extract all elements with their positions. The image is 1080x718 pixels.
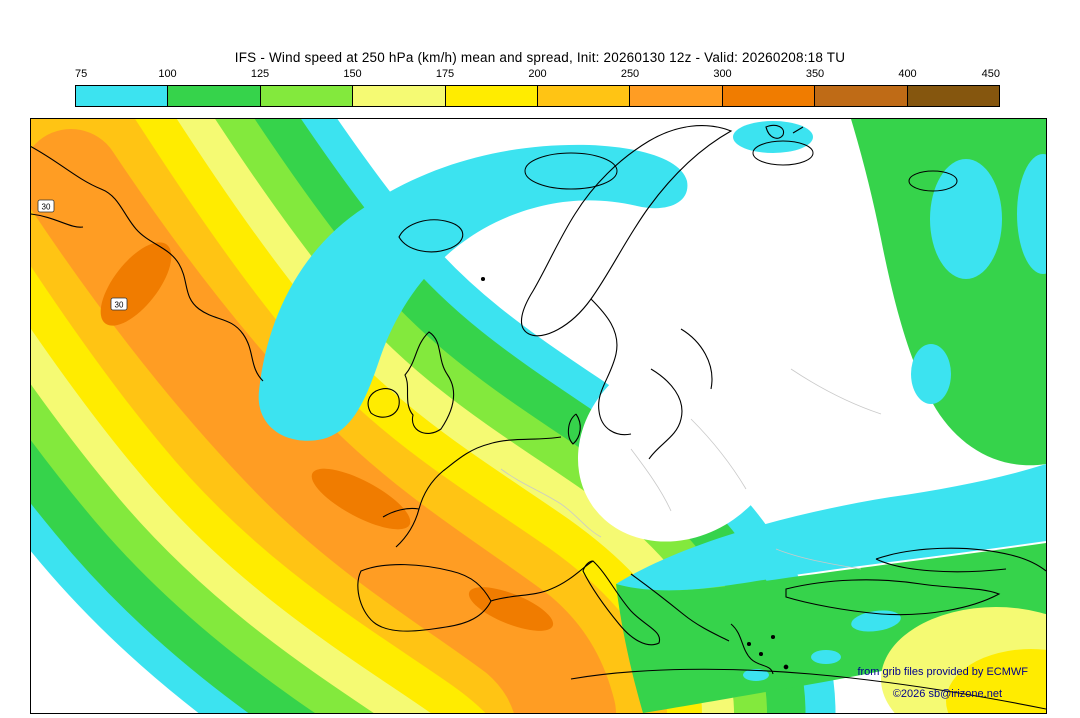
colorbar-tick-label: 350 xyxy=(805,68,825,80)
wind-map: 30 30 xyxy=(31,119,1046,713)
coast-greece xyxy=(730,623,774,675)
coastlines xyxy=(31,124,1046,710)
country-borders xyxy=(500,368,882,570)
colorbar-segment xyxy=(538,86,631,106)
colorbar-segment xyxy=(907,86,1000,106)
aegean-cyan-patch-1 xyxy=(851,610,901,632)
jet-core-se xyxy=(468,587,554,631)
coast-black-sea-north xyxy=(875,547,1046,572)
coast-black-sea-south xyxy=(875,558,1007,573)
coast-scandinavia xyxy=(520,125,733,337)
coast-north-america xyxy=(31,146,264,382)
grid-label-shield-1: 30 xyxy=(37,199,55,213)
grid-label-shield-2: 30 xyxy=(110,297,128,311)
border-line xyxy=(500,468,602,538)
coast-britain xyxy=(404,331,455,434)
calm-wedge xyxy=(577,346,785,542)
attribution-source: from grib files provided by ECMWF xyxy=(857,666,1028,678)
aegean-island xyxy=(746,641,752,647)
coast-baltic-west xyxy=(590,298,632,436)
coast-gulf-st-lawrence xyxy=(31,213,84,228)
colorbar-segment xyxy=(168,86,261,106)
coast-baltic-east xyxy=(648,368,683,460)
coast-svalbard xyxy=(765,124,785,139)
spread-contour-loop xyxy=(524,152,618,190)
coast-iceland xyxy=(398,219,464,253)
aegean-cyan-patch-2 xyxy=(811,650,841,664)
colorbar-tick-label: 125 xyxy=(250,68,270,80)
colorbar-tick-label: 250 xyxy=(620,68,640,80)
colorbar-segment xyxy=(630,86,723,106)
colorbar-tick-label: 150 xyxy=(343,68,362,80)
grid-label-box xyxy=(37,199,55,213)
colorbar-tick-label: 200 xyxy=(528,68,547,80)
spread-contour-loop xyxy=(752,140,814,166)
grid-label-text: 30 xyxy=(115,301,124,310)
coast-denmark xyxy=(567,413,581,445)
border-line xyxy=(630,448,672,512)
colorbar-tick-label: 75 xyxy=(75,68,88,80)
east-cyan-patch-1 xyxy=(930,159,1002,279)
norwegian-sea-cyan-arc xyxy=(258,144,688,441)
colorbar-tick-label: 100 xyxy=(158,68,177,80)
faroe-island xyxy=(480,276,486,282)
coast-north-africa xyxy=(570,668,1046,710)
aegean-island xyxy=(758,651,764,657)
colorbar-segment xyxy=(260,86,354,106)
aegean-cyan-patch-3 xyxy=(743,669,769,681)
coast-adriatic-balkans xyxy=(630,573,730,642)
page-title: IFS - Wind speed at 250 hPa (km/h) mean … xyxy=(234,50,846,65)
atlantic-jet-swath xyxy=(31,119,836,713)
aegean-island xyxy=(770,634,776,640)
colorbar-tick-label: 175 xyxy=(435,68,455,80)
border-line xyxy=(690,418,747,490)
colorbar-segment xyxy=(815,86,908,106)
coast-brittany xyxy=(382,507,420,518)
mediterranean-cyan-band xyxy=(616,464,1046,591)
colorbar xyxy=(75,85,1000,107)
colorbar-tick-labels: 75 100 125 150 175 200 250 300 350 400 450 xyxy=(75,68,1000,82)
map-panel: 30 30 from grib files provided by ECMWF … xyxy=(30,118,1047,714)
east-cyan-patch-2 xyxy=(911,344,951,404)
spread-contour-loop xyxy=(908,170,958,192)
coast-italy xyxy=(582,560,661,646)
border-line xyxy=(775,548,862,570)
coast-mediterranean-north xyxy=(490,560,594,602)
colorbar-segment xyxy=(353,86,446,106)
attribution-copyright: ©2026 sb@irizone.net xyxy=(892,688,1002,700)
colorbar-tick-label: 450 xyxy=(981,68,1000,80)
coast-anatolia xyxy=(785,579,1001,616)
grid-label-text: 30 xyxy=(42,203,51,212)
colorbar-tick-label: 300 xyxy=(713,68,732,80)
jet-core-mid xyxy=(311,468,411,530)
border-line xyxy=(790,368,882,415)
spread-contours xyxy=(524,140,958,192)
grid-label-box xyxy=(110,297,128,311)
crete-island xyxy=(783,664,789,670)
coast-finland xyxy=(680,328,713,390)
coast-north-sea-france xyxy=(395,436,562,548)
colorbar-segment xyxy=(76,86,169,106)
coast-ireland xyxy=(367,388,400,418)
colorbar-tick-label: 400 xyxy=(898,68,917,80)
coast-iberia xyxy=(357,564,492,632)
se-yellow-area xyxy=(946,649,1046,713)
colorbar-segment xyxy=(722,86,816,106)
coast-svalbard-2 xyxy=(792,126,804,134)
colorbar-segment xyxy=(445,86,539,106)
east-cyan-patch-3 xyxy=(1017,154,1046,274)
